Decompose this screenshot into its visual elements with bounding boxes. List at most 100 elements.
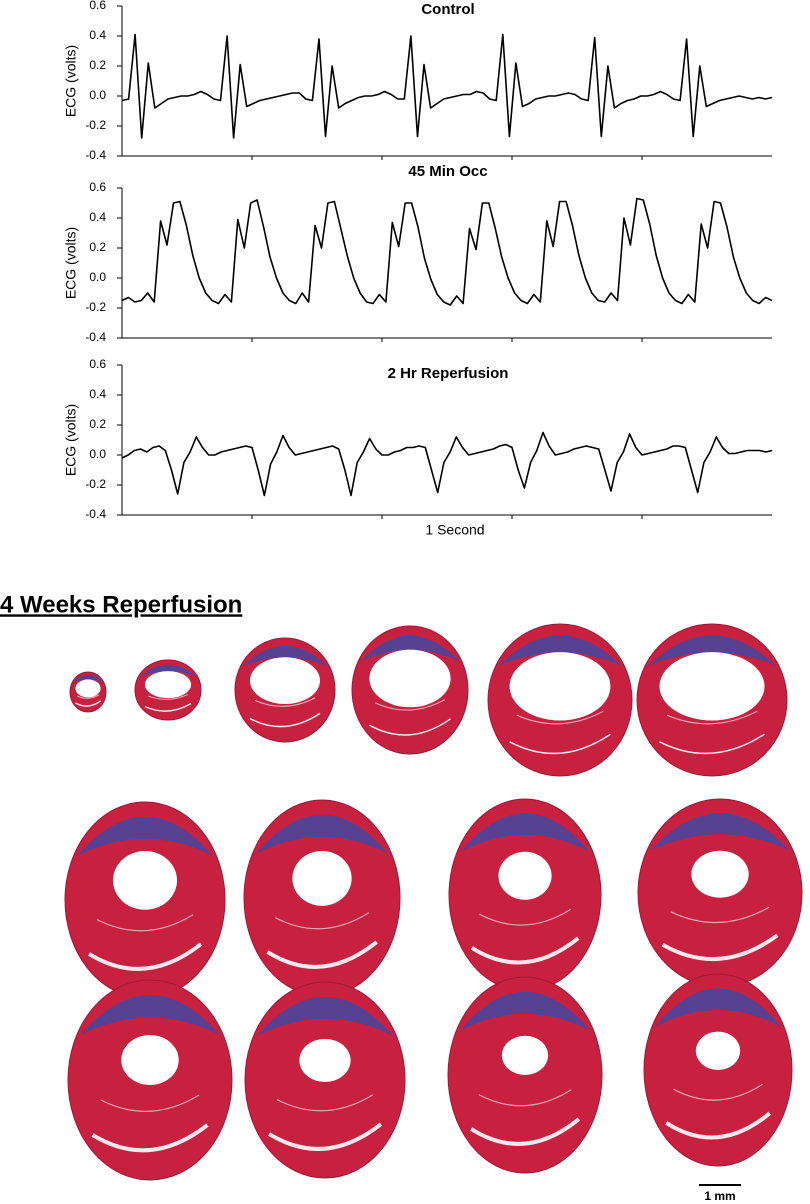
fibrosis [255,814,389,854]
x-axis-label: 1 Second [425,522,484,538]
lumen [501,1035,549,1075]
striation [478,1089,572,1107]
lumen [498,851,552,900]
chart-title: 45 Min Occ [408,163,487,180]
scale-label: 1 mm [704,1189,735,1203]
striation [670,906,770,924]
y-tick-label: 0.4 [89,28,106,42]
striation [249,712,321,728]
fibrosis [72,675,104,683]
striation [665,1111,772,1140]
fibrosis [498,635,622,666]
y-axis-label: ECG (volts) [63,227,79,299]
y-tick-label: 0.0 [89,447,106,461]
striation [666,710,758,725]
lumen [75,679,101,698]
tissue-section [448,798,602,992]
fibrosis [257,996,393,1036]
chart-title: 2 Hr Reperfusion [388,365,509,382]
lumen [144,671,192,699]
tissue-section [636,623,788,777]
chart-title: Control [421,1,474,18]
fibrosis [648,635,776,666]
striation [144,702,192,712]
y-tick-label: -0.2 [85,118,106,132]
tissue-section [69,671,107,713]
fibrosis [360,635,460,662]
lumen [695,1031,741,1071]
tissue-section [447,976,603,1174]
fibrosis [77,816,213,856]
y-tick-label: -0.4 [85,330,106,344]
y-axis-label: ECG (volts) [63,45,79,117]
striation [76,694,100,699]
tissue-section [244,981,406,1179]
tissue-section [351,625,469,755]
striation [369,718,452,736]
y-tick-label: 0.0 [89,270,106,284]
tissue-section [64,801,226,999]
lumen [659,652,765,721]
fibrosis [139,664,197,677]
tissue-section [637,798,803,988]
y-tick-label: 0.6 [89,0,106,12]
lumen [299,1038,351,1082]
fibrosis [650,813,790,851]
tissue-section [487,623,633,777]
striation [470,1117,581,1146]
lumen [250,657,320,705]
striation [100,1094,200,1112]
y-tick-label: 0.4 [89,210,106,224]
striation [254,697,316,707]
striation [267,1122,383,1151]
ecg-trace [121,33,773,139]
lumen [113,851,177,910]
striation [87,942,203,971]
y-tick-label: 0.0 [89,88,106,102]
y-tick-label: 0.4 [89,387,106,401]
y-axis-label: ECG (volts) [63,404,79,476]
striation [673,1083,763,1101]
ecg-trace [121,431,773,497]
striation [374,699,446,711]
y-tick-label: -0.2 [85,477,106,491]
y-tick-label: 0.2 [89,240,106,254]
fibrosis [242,645,328,667]
striation [470,936,580,965]
y-tick-label: 0.6 [89,180,106,194]
lumen [292,850,352,906]
y-tick-label: -0.4 [85,148,106,162]
striation [661,933,779,962]
y-tick-label: 0.2 [89,417,106,431]
striation [276,1094,374,1112]
y-tick-label: 0.6 [89,357,106,371]
fibrosis [80,995,220,1035]
striation [274,912,370,930]
striation [516,710,604,725]
fibrosis [655,988,781,1027]
tissue-section [643,973,793,1167]
lumen [369,649,451,708]
y-tick-label: -0.2 [85,300,106,314]
lumen [509,652,611,721]
striation [479,908,571,926]
striation [96,914,194,932]
striation [91,1123,209,1153]
fibrosis [459,991,591,1031]
y-tick-label: 0.2 [89,58,106,72]
striation [147,693,189,700]
striation [266,940,378,969]
y-tick-label: -0.4 [85,507,106,521]
section-heading: 4 Weeks Reperfusion [0,591,242,618]
tissue-section [134,659,202,721]
lumen [691,850,749,898]
striation [75,700,102,707]
tissue-section [67,979,233,1181]
lumen [121,1035,179,1085]
fibrosis [460,813,590,852]
tissue-section [243,799,401,997]
ecg-trace [121,197,773,306]
striation [659,733,765,755]
tissue-section [234,637,336,743]
